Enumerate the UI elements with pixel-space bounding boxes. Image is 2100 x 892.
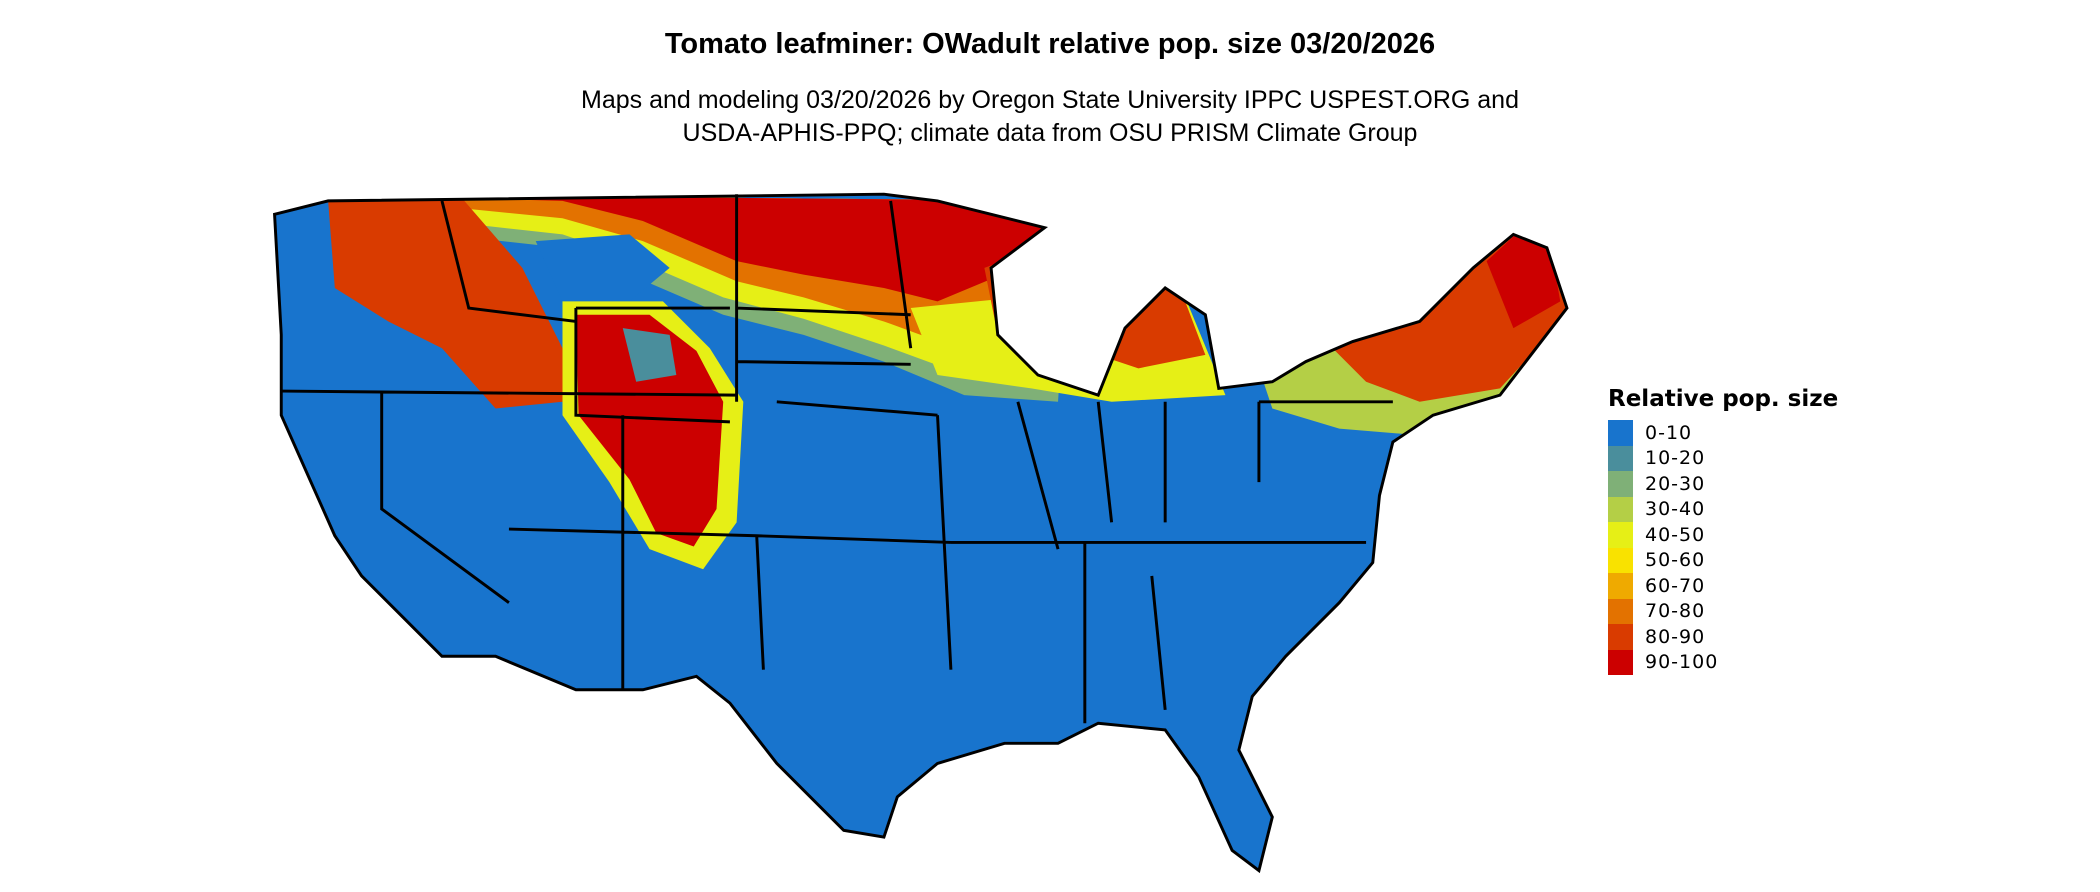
legend-item: 60-70 — [1608, 573, 1838, 599]
legend-swatch — [1608, 445, 1633, 471]
legend-label: 90-100 — [1645, 651, 1719, 674]
legend-label: 30-40 — [1645, 498, 1706, 521]
map-title: Tomato leafminer: OWadult relative pop. … — [664, 28, 1436, 60]
region-maine-red — [1486, 230, 1561, 329]
map-subtitle-line1: Maps and modeling 03/20/2026 by Oregon S… — [581, 86, 1519, 114]
legend-item: 90-100 — [1608, 649, 1838, 675]
legend-swatch — [1608, 522, 1633, 548]
legend-item: 70-80 — [1608, 598, 1838, 624]
legend-swatch — [1608, 547, 1633, 573]
legend-swatch — [1608, 624, 1633, 650]
region-rockies-red — [575, 314, 724, 547]
legend-label: 10-20 — [1645, 447, 1706, 470]
legend-label: 70-80 — [1645, 600, 1706, 623]
band-90-100 — [328, 194, 1072, 302]
legend-swatch — [1608, 573, 1633, 599]
legend-label: 60-70 — [1645, 574, 1706, 597]
legend-label: 0-10 — [1645, 421, 1693, 444]
region-rockies-blue — [622, 328, 677, 382]
region-northwest-red — [328, 198, 563, 409]
legend-item: 10-20 — [1608, 445, 1838, 471]
legend-item: 80-90 — [1608, 624, 1838, 650]
legend: Relative pop. size 0-10 10-20 20-30 30-40 40… — [1608, 386, 1838, 675]
legend-swatch — [1608, 420, 1633, 446]
legend-swatch — [1608, 471, 1633, 497]
legend-item: 40-50 — [1608, 522, 1838, 548]
legend-label: 80-90 — [1645, 625, 1706, 648]
region-northwest-blue — [535, 234, 670, 302]
legend-swatch — [1608, 649, 1633, 675]
legend-item: 20-30 — [1608, 471, 1838, 497]
state-borders — [273, 192, 1569, 873]
region-great-lakes-red — [984, 241, 1206, 369]
legend-label: 20-30 — [1645, 472, 1706, 495]
map-subtitle-line2: USDA-APHIS-PPQ; climate data from OSU PR… — [682, 119, 1418, 147]
legend-label: 40-50 — [1645, 523, 1706, 546]
legend-swatch — [1608, 598, 1633, 624]
legend-swatch — [1608, 496, 1633, 522]
legend-label: 50-60 — [1645, 549, 1706, 572]
legend-item: 0-10 — [1608, 420, 1838, 446]
legend-item: 30-40 — [1608, 496, 1838, 522]
legend-title: Relative pop. size — [1608, 386, 1839, 412]
legend-item: 50-60 — [1608, 547, 1838, 573]
